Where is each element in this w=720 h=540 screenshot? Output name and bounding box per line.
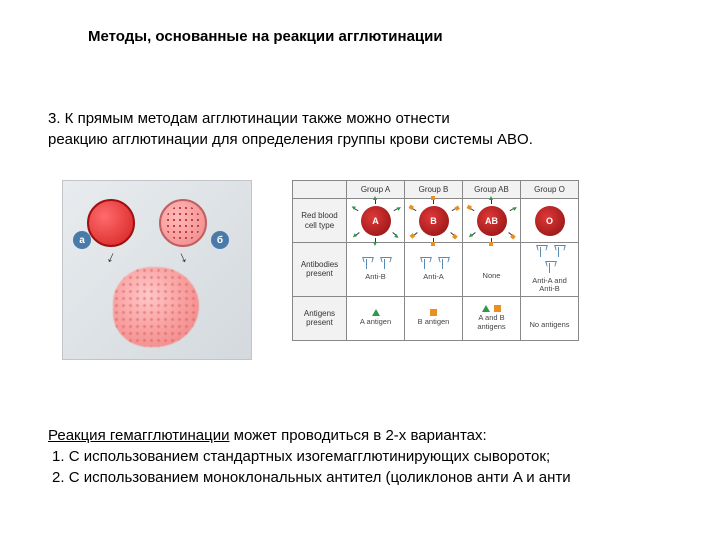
rbc-cell-ab: AB [463,199,521,243]
ab-cell-o: Anti-A and Anti-B [521,243,579,297]
abo-row-rbc: Red blood cell type A B AB O [293,199,579,243]
abo-row-antigens: Antigens present A antigen B antigen A a… [293,296,579,340]
figures-row: а б ↓ ↓ Group A Group B Group AB Group O… [62,180,579,360]
ab-label: None [466,272,517,280]
ag-cell-o: No antigens [521,296,579,340]
agglutination-photo: а б ↓ ↓ [62,180,252,360]
rbc-letter: O [546,216,553,226]
rowhead-rbc: Red blood cell type [293,199,347,243]
ag-label: A antigen [350,318,401,326]
ag-label: No antigens [524,321,575,329]
abo-header-row: Group A Group B Group AB Group O [293,181,579,199]
abo-col-o: Group O [521,181,579,199]
bottom-lead-line: Реакция гемагглютинации может проводитьс… [48,425,571,446]
rbc-cell-o: O [521,199,579,243]
rowhead-ab: Antibodies present [293,243,347,297]
variant-1: С использованием стандартных изогемагглю… [52,446,571,467]
variants-list: С использованием стандартных изогемагглю… [52,446,571,488]
rbc-icon: B [419,206,449,236]
rbc-cell-b: B [405,199,463,243]
agglutinated-blob [113,267,199,347]
rbc-letter: AB [485,216,498,226]
arrow-down-icon: ↓ [104,248,119,268]
ab-cell-a: Anti-B [347,243,405,297]
intro-paragraph: 3. К прямым методам агглютинации также м… [48,108,533,150]
ab-cell-b: Anti-A [405,243,463,297]
ag-label: B antigen [408,318,459,326]
rbc-letter: B [430,216,437,226]
sample-b-circle [159,199,207,247]
rbc-cell-a: A [347,199,405,243]
abo-corner [293,181,347,199]
ab-cell-ab: None [463,243,521,297]
bottom-paragraph: Реакция гемагглютинации может проводитьс… [48,425,571,488]
variant-2: С использованием моноклональных антител … [52,467,571,488]
arrow-down-icon: ↓ [176,248,191,268]
label-b: б [211,231,229,249]
sample-a-circle [87,199,135,247]
ag-cell-a: A antigen [347,296,405,340]
ab-label: Anti-B [350,273,401,281]
ag-label: A and B antigens [466,314,517,331]
para-line-1: 3. К прямым методам агглютинации также м… [48,108,533,129]
rbc-icon: O [535,206,565,236]
ag-cell-ab: A and B antigens [463,296,521,340]
abo-table: Group A Group B Group AB Group O Red blo… [292,180,579,341]
ag-cell-b: B antigen [405,296,463,340]
lead-rest: может проводиться в 2-х вариантах: [230,427,487,444]
label-a: а [73,231,91,249]
ab-label: Anti-A and Anti-B [524,277,575,294]
rowhead-ag: Antigens present [293,296,347,340]
slide-title: Методы, основанные на реакции агглютинац… [88,28,443,45]
para-line-2: реакцию агглютинации для определения гру… [48,129,533,150]
ab-label: Anti-A [408,273,459,281]
rbc-letter: A [372,216,379,226]
rbc-icon: AB [477,206,507,236]
underlined-term: Реакция гемагглютинации [48,427,230,444]
abo-row-antibodies: Antibodies present Anti-B Anti-A None An… [293,243,579,297]
rbc-icon: A [361,206,391,236]
